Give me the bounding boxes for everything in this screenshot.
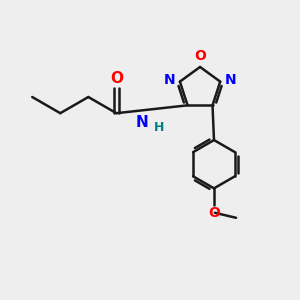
Text: O: O <box>208 206 220 220</box>
Text: O: O <box>194 49 206 62</box>
Text: N: N <box>136 115 148 130</box>
Text: H: H <box>154 121 164 134</box>
Text: N: N <box>164 73 176 87</box>
Text: N: N <box>225 73 236 87</box>
Text: O: O <box>110 71 123 86</box>
